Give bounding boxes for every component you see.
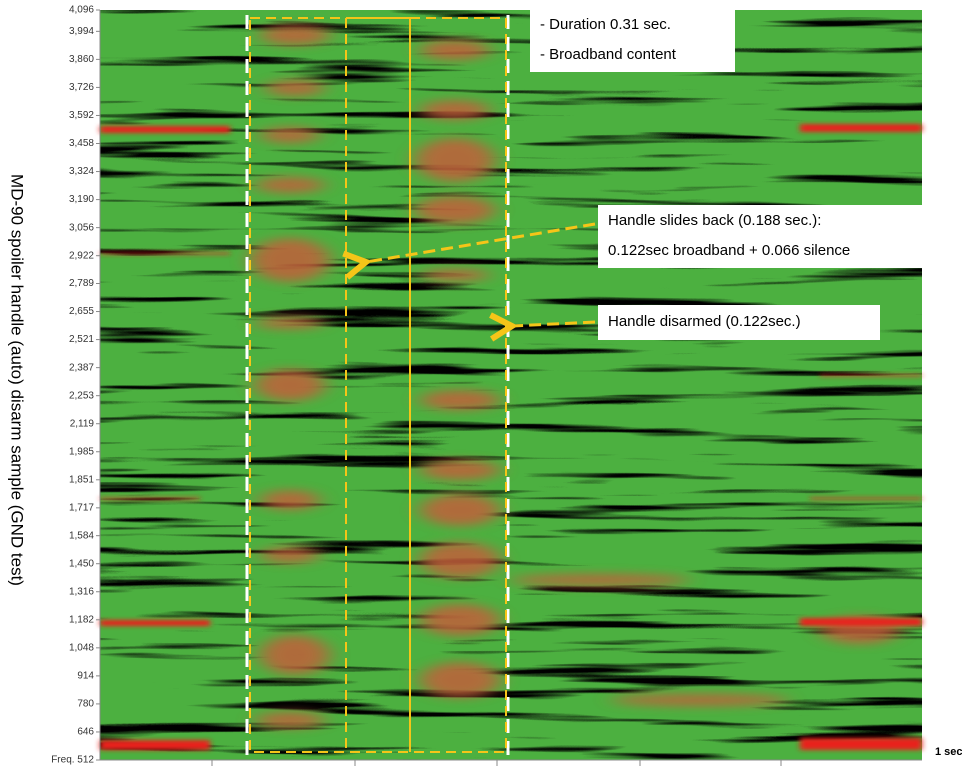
y-tick-label: 1,316 — [69, 586, 94, 597]
y-tick-label: 1,584 — [69, 530, 94, 541]
y-tick-label: 2,253 — [69, 390, 94, 401]
y-tick-label: 1,048 — [69, 642, 94, 653]
annotation: - Broadband content — [540, 46, 677, 63]
y-tick-label: 2,387 — [69, 362, 94, 373]
annotation: Handle disarmed (0.122sec.) — [608, 313, 801, 330]
y-tick-label: 3,190 — [69, 194, 94, 205]
y-tick-label: 2,789 — [69, 278, 94, 289]
y-tick-label: 3,860 — [69, 54, 94, 65]
y-tick-label: 3,592 — [69, 110, 94, 121]
y-tick-label: 3,994 — [69, 26, 94, 37]
y-tick-label: 1,985 — [69, 446, 94, 457]
y-tick-label: 780 — [77, 699, 94, 710]
y-tick-label: 3,324 — [69, 166, 94, 177]
x-axis-label: 1 sec. — [935, 746, 962, 758]
annotation: 0.122sec broadband + 0.066 silence — [608, 242, 850, 259]
y-tick-label: 3,458 — [69, 138, 94, 149]
chart: - Duration 0.31 sec. - Broadband content… — [0, 0, 962, 773]
y-tick-label: 2,119 — [70, 418, 95, 429]
y-tick-label: 914 — [77, 671, 94, 682]
y-tick-label: 3,056 — [69, 222, 94, 233]
page: - Duration 0.31 sec. - Broadband content… — [0, 0, 962, 778]
y-tick-label: 1,182 — [69, 614, 94, 625]
y-tick-label: 1,851 — [69, 474, 94, 485]
y-tick-label: 1,450 — [69, 558, 94, 569]
annotation: Handle slides back (0.188 sec.): — [608, 212, 821, 229]
spectrogram-image — [100, 10, 922, 760]
y-tick-label: 646 — [77, 727, 94, 738]
annotation: - Duration 0.31 sec. — [540, 16, 671, 33]
y-axis-label: MD-90 spoiler handle (auto) disarm sampl… — [8, 174, 27, 586]
y-tick-label: 2,521 — [69, 334, 94, 345]
y-tick-label: Freq. 512 — [51, 755, 94, 766]
y-tick-label: 2,655 — [69, 306, 94, 317]
y-tick-label: 2,922 — [69, 250, 94, 261]
y-tick-label: 1,717 — [69, 502, 94, 513]
x-axis — [100, 760, 922, 766]
y-tick-label: 4,096 — [69, 5, 94, 16]
y-tick-label: 3,726 — [69, 82, 94, 93]
